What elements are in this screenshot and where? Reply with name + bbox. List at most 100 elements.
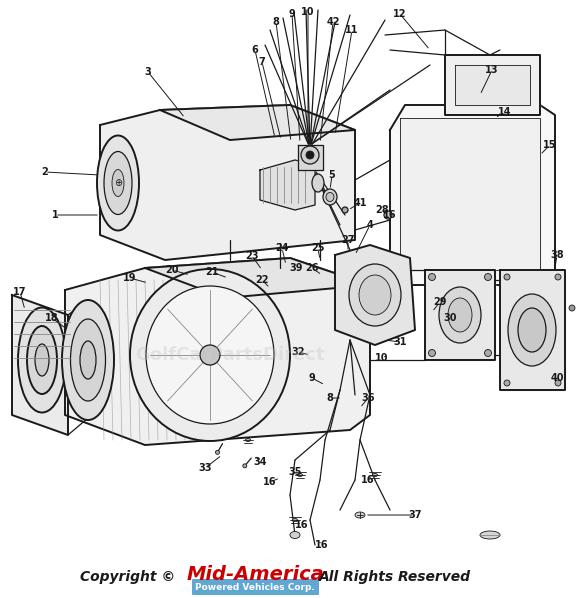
Ellipse shape (130, 269, 290, 441)
Text: 23: 23 (245, 251, 259, 261)
Ellipse shape (112, 169, 124, 197)
Ellipse shape (480, 531, 500, 539)
Text: Mid-America: Mid-America (186, 565, 324, 584)
Text: 40: 40 (550, 373, 564, 383)
Text: 1: 1 (52, 210, 59, 220)
Text: 21: 21 (205, 267, 219, 277)
Text: Powered Vehicles Corp.: Powered Vehicles Corp. (195, 582, 315, 591)
Text: 2: 2 (42, 167, 48, 177)
Polygon shape (455, 65, 530, 105)
Text: 16: 16 (263, 477, 277, 487)
Text: 10: 10 (375, 353, 389, 363)
Ellipse shape (18, 307, 66, 413)
Text: 32: 32 (291, 347, 305, 357)
Text: 41: 41 (353, 198, 367, 208)
Text: 25: 25 (311, 243, 325, 253)
Text: 8: 8 (327, 393, 333, 403)
Ellipse shape (384, 211, 392, 219)
Ellipse shape (104, 151, 132, 215)
Text: 19: 19 (123, 273, 137, 283)
Ellipse shape (298, 474, 303, 477)
Ellipse shape (146, 286, 274, 424)
Text: 37: 37 (408, 510, 422, 520)
Text: 18: 18 (45, 313, 59, 323)
Text: 28: 28 (375, 205, 389, 215)
Text: 42: 42 (326, 17, 340, 27)
Polygon shape (335, 245, 415, 345)
Text: Copyright ©: Copyright © (81, 570, 176, 584)
Text: 7: 7 (259, 57, 266, 67)
Ellipse shape (71, 319, 106, 401)
Text: 10: 10 (301, 7, 315, 17)
Text: 16: 16 (295, 520, 309, 530)
Polygon shape (100, 105, 355, 260)
Polygon shape (400, 118, 540, 270)
Text: 16: 16 (383, 210, 397, 220)
Ellipse shape (518, 308, 546, 352)
Text: 14: 14 (498, 107, 512, 117)
Ellipse shape (439, 287, 481, 343)
Polygon shape (425, 270, 495, 360)
Polygon shape (65, 258, 370, 445)
Text: 4: 4 (367, 220, 374, 230)
Text: 35: 35 (288, 467, 302, 477)
Text: 16: 16 (316, 540, 329, 550)
Polygon shape (145, 258, 370, 298)
Ellipse shape (306, 151, 314, 159)
Text: 5: 5 (329, 170, 335, 180)
Ellipse shape (35, 344, 49, 376)
Polygon shape (390, 105, 555, 285)
Ellipse shape (508, 294, 556, 366)
Text: ⊕: ⊕ (114, 178, 122, 188)
Ellipse shape (429, 273, 436, 280)
Ellipse shape (355, 512, 365, 518)
Text: 26: 26 (305, 263, 319, 273)
Ellipse shape (555, 380, 561, 386)
Text: 33: 33 (198, 463, 212, 473)
Ellipse shape (504, 380, 510, 386)
Text: 15: 15 (543, 140, 557, 150)
Text: 13: 13 (485, 65, 499, 75)
Text: 3: 3 (144, 67, 151, 77)
Polygon shape (12, 295, 68, 435)
Text: 38: 38 (550, 250, 564, 260)
Ellipse shape (342, 207, 348, 213)
Ellipse shape (429, 349, 436, 356)
Ellipse shape (569, 305, 575, 311)
Polygon shape (298, 145, 323, 170)
Text: 20: 20 (165, 265, 179, 275)
Text: 12: 12 (393, 9, 407, 19)
Polygon shape (260, 160, 315, 210)
Text: 24: 24 (276, 243, 289, 253)
Text: 34: 34 (253, 457, 267, 467)
Polygon shape (160, 105, 355, 140)
Polygon shape (445, 55, 540, 115)
Ellipse shape (349, 264, 401, 326)
Ellipse shape (301, 146, 319, 164)
Text: 6: 6 (252, 45, 258, 55)
Ellipse shape (243, 464, 246, 468)
Text: All Rights Reserved: All Rights Reserved (319, 570, 471, 584)
Ellipse shape (372, 474, 378, 477)
Ellipse shape (80, 341, 96, 379)
Ellipse shape (504, 274, 510, 280)
Ellipse shape (290, 532, 300, 539)
Ellipse shape (216, 450, 219, 454)
Text: GolfCarPartsDirect: GolfCarPartsDirect (135, 346, 325, 364)
Ellipse shape (484, 349, 491, 356)
Ellipse shape (200, 345, 220, 365)
Text: 16: 16 (361, 475, 375, 485)
Ellipse shape (323, 189, 337, 205)
Text: 8: 8 (273, 17, 280, 27)
Ellipse shape (97, 136, 139, 230)
Text: 27: 27 (341, 235, 355, 245)
Ellipse shape (448, 298, 472, 332)
Ellipse shape (484, 273, 491, 280)
Text: 22: 22 (255, 275, 269, 285)
Ellipse shape (292, 518, 298, 521)
Ellipse shape (555, 274, 561, 280)
Text: 11: 11 (345, 25, 359, 35)
Text: 9: 9 (309, 373, 316, 383)
Text: 36: 36 (361, 393, 375, 403)
Text: 9: 9 (289, 9, 295, 19)
